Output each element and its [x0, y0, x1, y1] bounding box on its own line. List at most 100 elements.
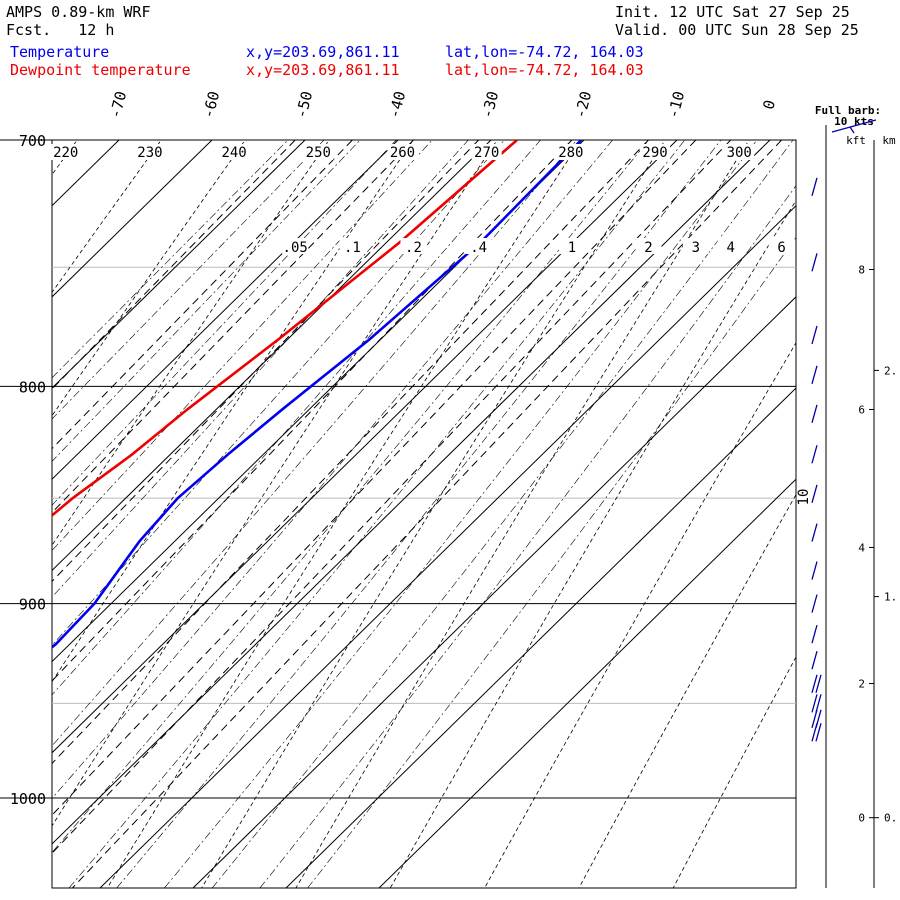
mixing-ratio-label-bg — [465, 238, 492, 254]
km-tick-label: 1. — [884, 591, 897, 604]
mixing-ratio-line — [72, 140, 782, 888]
isotherm — [52, 140, 678, 754]
barb-legend-flag — [849, 126, 855, 134]
dry-adiabat — [201, 140, 666, 888]
dry-adiabat — [52, 140, 498, 827]
moist-adiabat — [52, 140, 541, 696]
temperature-tick-label: -70 — [106, 89, 130, 120]
dry-adiabat — [389, 199, 796, 888]
theta-label-bg — [724, 144, 755, 160]
isotherms — [0, 140, 796, 888]
temperature-line — [52, 140, 583, 649]
temperature-tick-label: 0 — [759, 98, 779, 111]
mixing-ratio-line — [52, 140, 732, 854]
wind-barb-stroke — [811, 325, 818, 345]
moist-adiabat — [52, 140, 469, 598]
moist-adiabat — [116, 140, 722, 888]
mixing-ratio-label-bg — [682, 238, 709, 254]
wind-barb — [811, 445, 818, 464]
kft-axis-label: kft — [846, 134, 866, 147]
dry-adiabat — [106, 140, 582, 888]
wind-barb-stroke — [815, 674, 822, 694]
isotherm — [52, 140, 492, 572]
wind-barb-stroke — [811, 561, 818, 580]
moist-adiabat — [307, 236, 796, 888]
mixing-ratio-line — [52, 140, 697, 816]
theta-label: 270 — [474, 145, 499, 161]
wind-barb-stroke — [811, 523, 818, 542]
wind-barb — [811, 624, 818, 644]
moist-adiabat — [52, 140, 361, 462]
legend-temperature-label: Temperature — [10, 43, 110, 61]
wind-barb-stroke — [811, 365, 818, 384]
dry-adiabat — [484, 342, 796, 888]
dry-adiabat — [52, 140, 330, 546]
dry-adiabat — [578, 493, 796, 888]
mixing-ratio-label: .1 — [344, 240, 361, 256]
isotherm — [52, 140, 213, 298]
theta-label: 220 — [53, 145, 78, 161]
temperature-tick-label: -60 — [199, 89, 223, 120]
wind-label: 10 — [796, 489, 812, 506]
wind-barb — [811, 177, 818, 197]
theta-label-bg — [134, 144, 165, 160]
legend-dewpoint-latlon: lat,lon=-74.72, 164.03 — [445, 61, 644, 79]
isotherm — [0, 140, 26, 888]
km-tick-label: 0. — [884, 812, 897, 825]
km-tick-label: 2. — [884, 364, 897, 377]
height-axes: kft km 0 2 4 6 8 0. 1. 2. — [846, 134, 897, 888]
mixing-ratio-line — [52, 140, 479, 583]
moist-adiabat — [68, 140, 686, 888]
moist-adiabat — [52, 140, 577, 747]
mixing-ratio-label-bg — [282, 238, 309, 254]
moist-adiabat — [211, 140, 794, 888]
wind-barb-stroke — [811, 694, 818, 713]
temperature-tick-label: -40 — [385, 89, 409, 120]
dry-adiabat — [672, 656, 796, 888]
moist-adiabat — [164, 140, 758, 888]
moist-adiabat — [52, 140, 505, 646]
mixing-ratio-lines — [52, 140, 782, 888]
km-axis-label: km — [882, 134, 896, 147]
theta-label: 240 — [221, 145, 246, 161]
isotherm — [285, 387, 796, 888]
theta-label: 230 — [137, 145, 162, 161]
mixing-ratio-label: 4 — [726, 240, 734, 256]
dry-adiabat — [52, 140, 162, 294]
theta-label: 250 — [306, 145, 331, 161]
theta-label: 260 — [390, 145, 415, 161]
isotherm — [52, 140, 771, 845]
mixing-ratio-label-bg — [717, 238, 744, 254]
mixing-ratio-label: .2 — [405, 240, 422, 256]
wind-barb — [811, 594, 818, 613]
theta-label: 300 — [727, 145, 752, 161]
mixing-ratio-label: 6 — [777, 240, 785, 256]
legend-dewpoint-label: Dewpoint temperature — [10, 61, 191, 79]
wind-barb-stroke — [811, 624, 818, 644]
mixing-ratio-label-bg — [400, 238, 427, 254]
moist-adiabats — [52, 140, 796, 888]
barb-legend-speed: 10 kts — [834, 115, 874, 128]
wind-barb-stroke — [811, 674, 818, 694]
theta-label-bg — [640, 144, 671, 160]
wind-barb-stroke — [811, 253, 818, 272]
wind-barb — [811, 325, 818, 345]
wind-barb-stroke — [811, 709, 818, 729]
wind-barb — [811, 650, 818, 670]
moist-adiabat — [52, 140, 325, 420]
isotherm — [99, 204, 796, 888]
wind-barb-stroke — [811, 404, 818, 423]
mixing-ratio-label-bg — [635, 238, 662, 254]
mixing-ratio-label: .05 — [283, 240, 308, 256]
isotherm — [52, 140, 120, 207]
wind-barb-stroke — [811, 723, 818, 742]
wind-barb-stroke — [815, 694, 822, 713]
dewpoint-line — [52, 140, 518, 518]
mixing-ratio-label-bg — [339, 238, 366, 254]
wind-barb — [811, 723, 822, 742]
forecast-hour: Fcst. 12 h — [6, 21, 115, 39]
theta-label-bg — [50, 144, 81, 160]
moist-adiabat — [52, 140, 613, 799]
sounding-series — [52, 140, 583, 649]
